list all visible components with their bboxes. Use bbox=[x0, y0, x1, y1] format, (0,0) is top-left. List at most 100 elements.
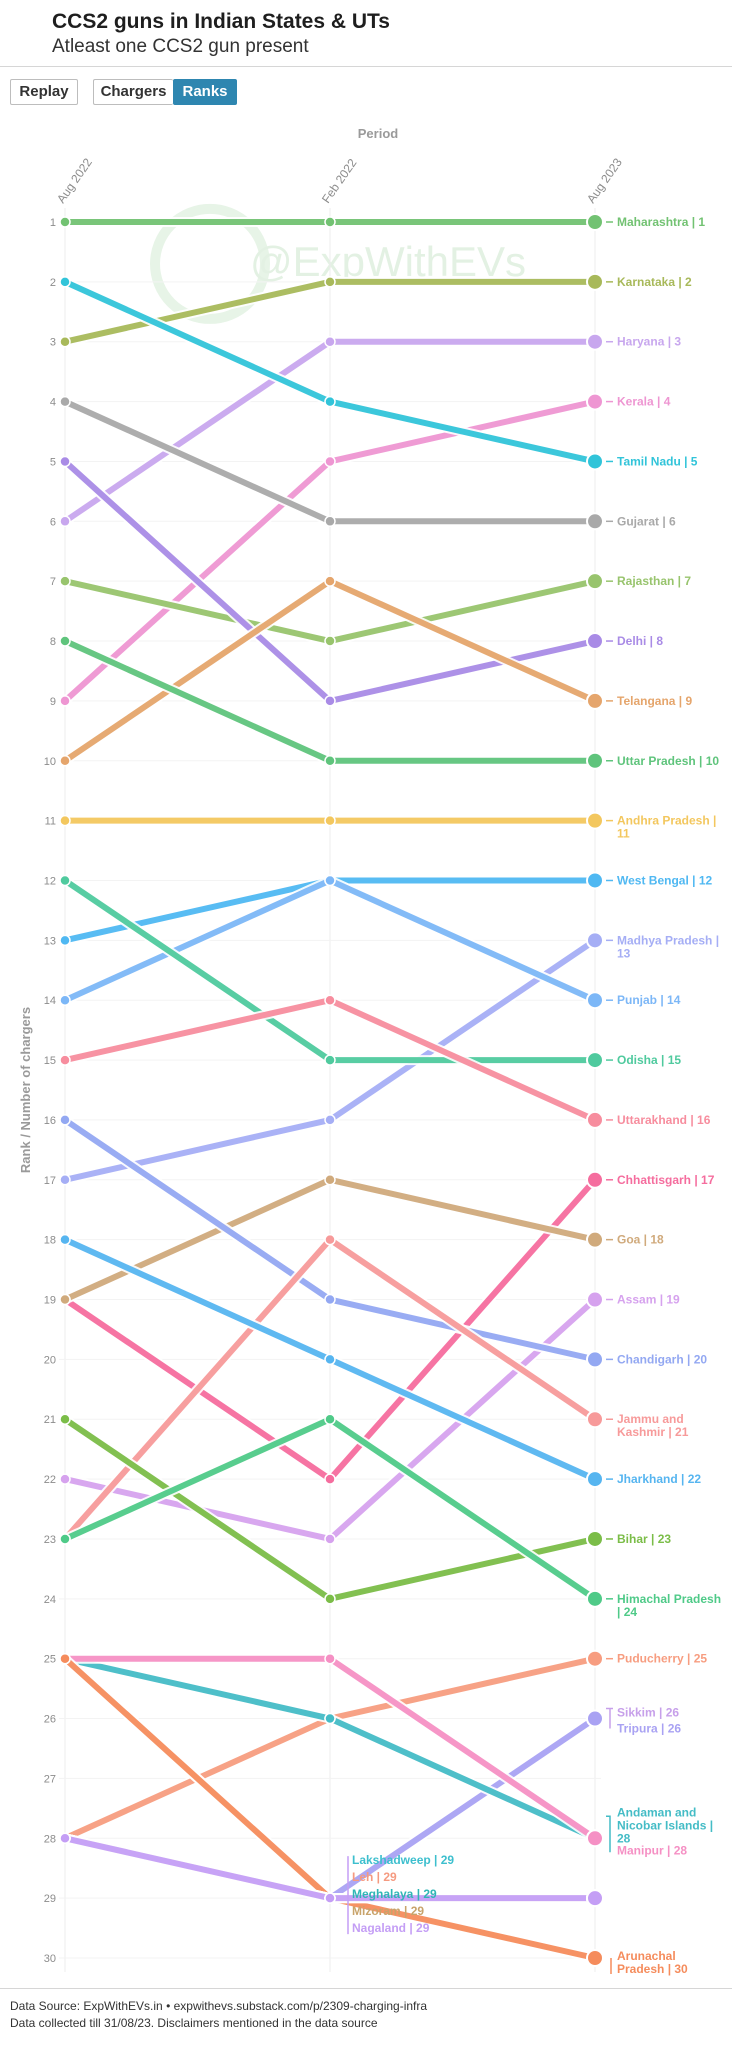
point-chandigarh bbox=[59, 1114, 71, 1126]
end-point-maharashtra bbox=[586, 213, 604, 231]
tab-ranks[interactable]: Ranks bbox=[173, 79, 237, 105]
point-goa bbox=[59, 1293, 71, 1306]
end-label-kerala: Kerala | 4 bbox=[617, 395, 671, 409]
point-gujarat bbox=[59, 395, 71, 408]
point-chhattisgarh bbox=[324, 1473, 336, 1485]
point-himachal-pradesh bbox=[59, 1533, 71, 1545]
end-point-bihar bbox=[586, 1529, 604, 1548]
end-label-text: Andhra Pradesh | bbox=[617, 814, 716, 828]
point-haryana bbox=[324, 335, 336, 348]
end-point-puducherry bbox=[586, 1649, 604, 1668]
end-label-karnataka: Karnataka | 2 bbox=[617, 275, 692, 289]
end-point-assam bbox=[586, 1290, 604, 1309]
point-nagaland bbox=[59, 1832, 71, 1845]
y-tick-label: 14 bbox=[44, 995, 56, 1007]
end-label-text: Gujarat | 6 bbox=[617, 514, 676, 528]
point-punjab bbox=[59, 994, 71, 1006]
end-label-uttarakhand: Uttarakhand | 16 bbox=[617, 1113, 711, 1127]
end-point-rajasthan bbox=[586, 572, 604, 591]
end-label-gujarat: Gujarat | 6 bbox=[617, 514, 676, 528]
end-label-andhra-pradesh: Andhra Pradesh |11 bbox=[617, 814, 716, 841]
chart-title: CCS2 guns in Indian States & UTs bbox=[52, 10, 390, 33]
y-tick-label: 19 bbox=[44, 1295, 56, 1307]
point-tamil-nadu bbox=[324, 395, 336, 408]
watermark-logo-icon bbox=[150, 203, 270, 324]
point-uttarakhand bbox=[59, 1054, 71, 1066]
end-point-nagaland bbox=[586, 1889, 604, 1908]
point-kerala bbox=[324, 455, 336, 468]
end-label-telangana: Telangana | 9 bbox=[617, 694, 692, 708]
y-tick-label: 11 bbox=[45, 816, 56, 828]
end-label-text: Sikkim | 26 bbox=[617, 1706, 679, 1720]
end-label-maharashtra: Maharashtra | 1 bbox=[617, 215, 705, 229]
middle-label-mizoram: Mizoram | 29 bbox=[352, 1904, 424, 1918]
point-karnataka bbox=[59, 335, 71, 348]
point-assam bbox=[324, 1533, 336, 1545]
end-point-tripura bbox=[586, 1709, 604, 1728]
end-label-text: 13 bbox=[617, 946, 631, 960]
end-label-bracket bbox=[606, 1815, 611, 1853]
end-point-uttar-pradesh bbox=[586, 751, 604, 770]
y-tick-label: 13 bbox=[44, 935, 56, 947]
end-label-text: Odisha | 15 bbox=[617, 1053, 681, 1067]
end-label-rajasthan: Rajasthan | 7 bbox=[617, 574, 691, 588]
end-label-text: Maharashtra | 1 bbox=[617, 215, 705, 229]
end-label-text: Tripura | 26 bbox=[617, 1722, 681, 1736]
end-label-text: West Bengal | 12 bbox=[617, 873, 712, 887]
middle-label-lakshadweep: Lakshadweep | 29 bbox=[352, 1853, 454, 1867]
end-label-text: Haryana | 3 bbox=[617, 335, 681, 349]
point-jharkhand bbox=[324, 1353, 336, 1366]
end-label-text: Punjab | 14 bbox=[617, 993, 681, 1007]
footer-note: Data collected till 31/08/23. Disclaimer… bbox=[10, 2016, 378, 2030]
end-point-chandigarh bbox=[586, 1350, 604, 1369]
end-label-text: | 24 bbox=[617, 1605, 637, 1619]
end-label-bihar: Bihar | 23 bbox=[617, 1532, 671, 1546]
point-telangana bbox=[59, 755, 71, 767]
end-label-tamil-nadu: Tamil Nadu | 5 bbox=[617, 454, 698, 468]
end-label-text: Goa | 18 bbox=[617, 1233, 664, 1247]
end-point-chhattisgarh bbox=[586, 1170, 604, 1189]
replay-button[interactable]: Replay bbox=[10, 79, 78, 105]
point-rajasthan bbox=[59, 575, 71, 587]
y-tick-label: 16 bbox=[44, 1115, 56, 1127]
end-label-text: Rajasthan | 7 bbox=[617, 574, 691, 588]
end-label-odisha: Odisha | 15 bbox=[617, 1053, 681, 1067]
y-tick-label: 17 bbox=[44, 1175, 56, 1187]
point-telangana bbox=[324, 575, 336, 587]
point-gujarat bbox=[324, 515, 336, 528]
footer-divider bbox=[0, 1988, 732, 1989]
end-label-text: Assam | 19 bbox=[617, 1293, 680, 1307]
end-label-text: Chandigarh | 20 bbox=[617, 1352, 707, 1366]
y-tick-label: 8 bbox=[50, 636, 56, 648]
end-label-text: 11 bbox=[617, 827, 630, 841]
y-tick-label: 28 bbox=[44, 1833, 56, 1845]
end-label-tripura: Tripura | 26 bbox=[617, 1722, 681, 1736]
end-label-jharkhand: Jharkhand | 22 bbox=[617, 1472, 701, 1486]
end-label-text: Jammu and bbox=[617, 1412, 684, 1426]
end-label-text: Tamil Nadu | 5 bbox=[617, 454, 698, 468]
middle-label-nagaland: Nagaland | 29 bbox=[352, 1921, 430, 1935]
end-label-bracket bbox=[606, 1707, 613, 1729]
end-label-text: Uttarakhand | 16 bbox=[617, 1113, 711, 1127]
end-point-gujarat bbox=[586, 512, 604, 531]
x-tick-label: Feb 2022 bbox=[319, 156, 360, 206]
y-tick-label: 2 bbox=[50, 277, 56, 289]
point-delhi bbox=[324, 695, 336, 707]
y-tick-label: 3 bbox=[50, 337, 56, 349]
end-label-text: Himachal Pradesh bbox=[617, 1592, 721, 1606]
y-tick-label: 18 bbox=[44, 1235, 56, 1247]
end-label-text: Kashmir | 21 bbox=[617, 1425, 689, 1439]
point-madhya-pradesh bbox=[324, 1114, 336, 1126]
x-axis-title: Period bbox=[358, 126, 399, 141]
point-jammu-and-kashmir bbox=[324, 1233, 336, 1246]
tab-chargers[interactable]: Chargers bbox=[93, 79, 173, 105]
point-arunachal-pradesh bbox=[59, 1652, 71, 1665]
end-point-madhya-pradesh bbox=[586, 931, 604, 950]
end-label-sikkim: Sikkim | 26 bbox=[617, 1706, 679, 1720]
end-point-manipur bbox=[586, 1829, 604, 1848]
x-tick-label: Aug 2023 bbox=[584, 155, 625, 205]
end-point-telangana bbox=[586, 691, 604, 710]
end-point-arunachal-pradesh bbox=[586, 1949, 604, 1967]
end-label-manipur: Manipur | 28 bbox=[617, 1843, 687, 1857]
